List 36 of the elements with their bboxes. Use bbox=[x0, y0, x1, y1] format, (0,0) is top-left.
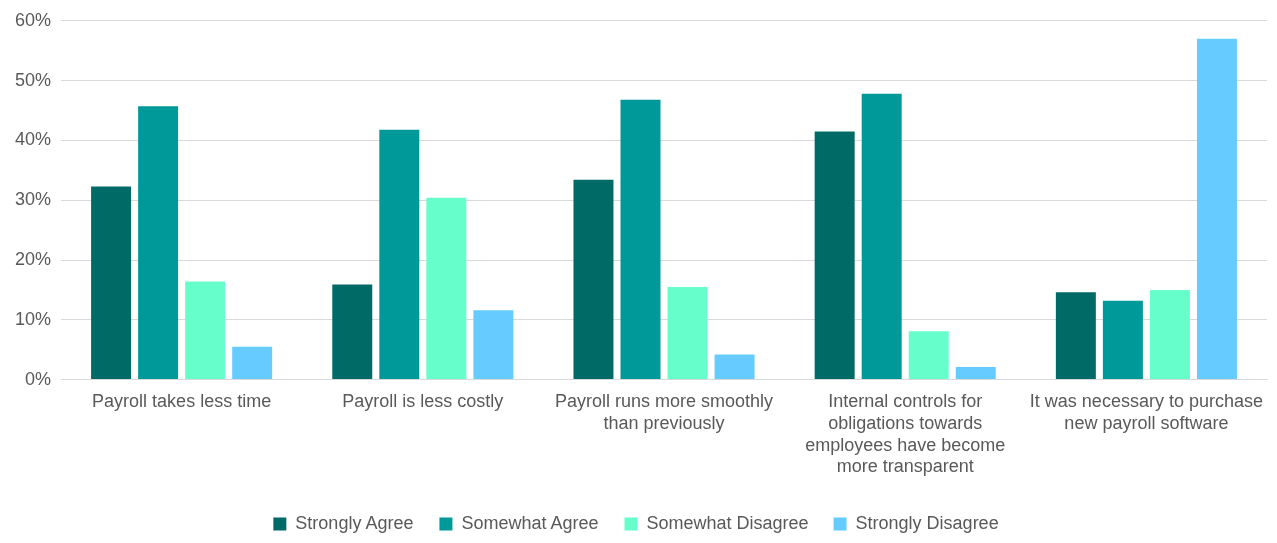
bar bbox=[232, 346, 273, 380]
legend-label: Strongly Disagree bbox=[855, 512, 999, 533]
bar bbox=[426, 197, 467, 380]
legend-label: Somewhat Disagree bbox=[646, 512, 809, 533]
x-tick-label: It was necessary to purchase new payroll software bbox=[1029, 391, 1263, 433]
x-tick-label: Internal controls for obligations towards employees have become more transparent bbox=[805, 391, 1006, 477]
y-tick-label: 10% bbox=[15, 308, 52, 329]
x-tick-label: Payroll is less costly bbox=[342, 391, 504, 412]
bar bbox=[861, 93, 902, 380]
y-tick-label: 20% bbox=[15, 248, 52, 269]
y-tick-label: 40% bbox=[15, 129, 52, 150]
y-tick-label: 60% bbox=[15, 9, 52, 30]
bar bbox=[138, 106, 179, 380]
bar bbox=[1055, 292, 1096, 380]
bar bbox=[714, 354, 755, 380]
y-tick-label: 0% bbox=[25, 368, 52, 389]
y-tick-label: 30% bbox=[15, 189, 52, 210]
bar bbox=[473, 310, 514, 380]
x-tick-label: Payroll runs more smoothly than previously bbox=[554, 391, 774, 433]
bar bbox=[620, 99, 661, 380]
bar bbox=[667, 286, 708, 380]
bar bbox=[185, 281, 226, 380]
bar bbox=[379, 129, 420, 380]
bar bbox=[332, 284, 373, 380]
x-tick-label: Payroll takes less time bbox=[92, 391, 272, 412]
bar bbox=[955, 367, 996, 380]
bar bbox=[1102, 300, 1143, 380]
y-tick-label: 50% bbox=[15, 69, 52, 90]
legend-label: Strongly Agree bbox=[295, 512, 414, 533]
bar bbox=[908, 331, 949, 380]
bar bbox=[1149, 289, 1190, 380]
bar bbox=[573, 179, 614, 380]
legend-label: Somewhat Agree bbox=[461, 512, 599, 533]
bar bbox=[1196, 38, 1237, 380]
bar bbox=[814, 131, 855, 380]
bar bbox=[91, 186, 132, 380]
